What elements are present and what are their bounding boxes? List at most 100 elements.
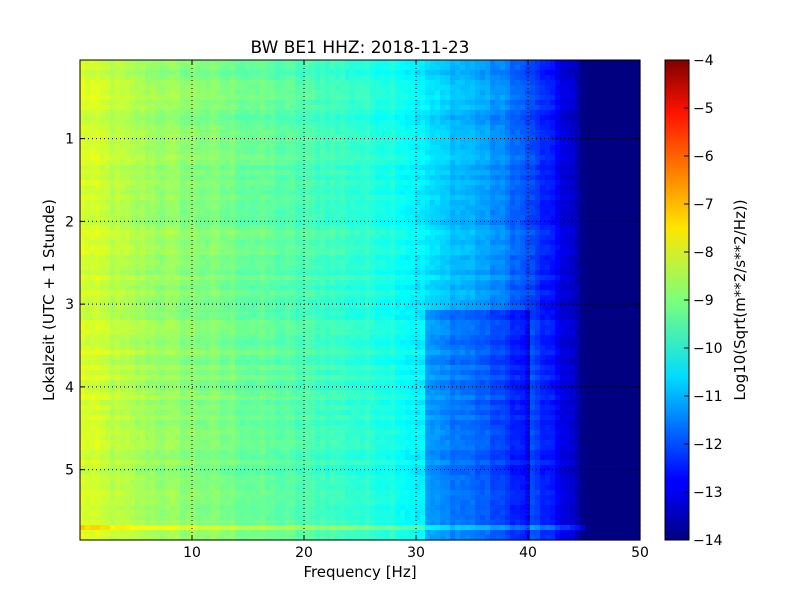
heatmap-cell [375,245,381,251]
heatmap-cell [565,90,571,96]
heatmap-cell [570,140,576,146]
heatmap-cell [625,235,631,241]
heatmap-cell [120,60,126,66]
heatmap-cell [580,95,586,101]
heatmap-cell [225,105,231,111]
heatmap-cell [460,160,466,166]
heatmap-cell [400,225,406,231]
heatmap-cell [255,190,261,196]
heatmap-cell [540,230,546,236]
heatmap-cell [135,130,141,136]
heatmap-cell [155,90,161,96]
heatmap-cell [230,245,236,251]
heatmap-cell [310,245,316,251]
heatmap-cell [135,90,141,96]
heatmap-cell [160,215,166,221]
heatmap-cell [635,230,641,236]
heatmap-cell [605,215,611,221]
heatmap-cell [330,70,336,76]
heatmap-cell [270,135,276,141]
heatmap-cell [535,130,541,136]
heatmap-cell [600,70,606,76]
heatmap-cell [310,165,316,171]
heatmap-cell [315,260,321,266]
heatmap-cell [615,75,621,81]
heatmap-cell [425,80,431,86]
heatmap-cell [265,260,271,266]
heatmap-cell [455,95,461,101]
heatmap-cell [565,260,571,266]
heatmap-cell [400,190,406,196]
heatmap-cell [265,270,271,276]
heatmap-cell [155,125,161,131]
heatmap-cell [210,70,216,76]
heatmap-cell [505,140,511,146]
heatmap-cell [135,245,141,251]
heatmap-cell [545,240,551,246]
heatmap-cell [620,245,626,251]
heatmap-cell [545,135,551,141]
heatmap-cell [390,165,396,171]
heatmap-cell [80,125,86,131]
heatmap-cell [205,105,211,111]
heatmap-cell [495,100,501,106]
heatmap-cell [160,280,166,286]
heatmap-cell [295,70,301,76]
heatmap-cell [485,115,491,121]
heatmap-cell [305,145,311,151]
heatmap-cell [630,110,636,116]
heatmap-cell [130,190,136,196]
heatmap-cell [85,140,91,146]
heatmap-cell [110,125,116,131]
heatmap-cell [485,80,491,86]
heatmap-cell [290,145,296,151]
heatmap-cell [440,170,446,176]
heatmap-cell [160,105,166,111]
heatmap-cell [495,95,501,101]
heatmap-cell [250,140,256,146]
heatmap-cell [180,100,186,106]
heatmap-cell [330,60,336,66]
heatmap-cell [425,245,431,251]
heatmap-cell [285,265,291,271]
heatmap-cell [335,130,341,136]
heatmap-cell [375,185,381,191]
heatmap-cell [555,100,561,106]
heatmap-cell [595,85,601,91]
heatmap-cell [185,60,191,66]
heatmap-cell [610,135,616,141]
heatmap-cell [125,245,131,251]
heatmap-cell [260,175,266,181]
heatmap-cell [325,170,331,176]
heatmap-cell [620,145,626,151]
heatmap-cell [605,105,611,111]
heatmap-cell [460,60,466,66]
heatmap-cell [375,205,381,211]
heatmap-cell [190,225,196,231]
heatmap-cell [525,80,531,86]
heatmap-cell [520,150,526,156]
heatmap-cell [370,180,376,186]
heatmap-cell [155,165,161,171]
heatmap-cell [550,250,556,256]
heatmap-cell [185,100,191,106]
heatmap-cell [360,265,366,271]
heatmap-cell [605,225,611,231]
heatmap-cell [500,185,506,191]
heatmap-cell [185,240,191,246]
heatmap-cell [230,260,236,266]
heatmap-cell [95,110,101,116]
heatmap-cell [430,200,436,206]
heatmap-cell [315,210,321,216]
heatmap-cell [450,95,456,101]
heatmap-cell [555,145,561,151]
heatmap-cell [415,120,421,126]
heatmap-cell [320,175,326,181]
heatmap-cell [225,265,231,271]
heatmap-cell [415,270,421,276]
heatmap-cell [175,80,181,86]
heatmap-cell [285,100,291,106]
heatmap-cell [475,115,481,121]
heatmap-cell [560,75,566,81]
heatmap-cell [435,200,441,206]
